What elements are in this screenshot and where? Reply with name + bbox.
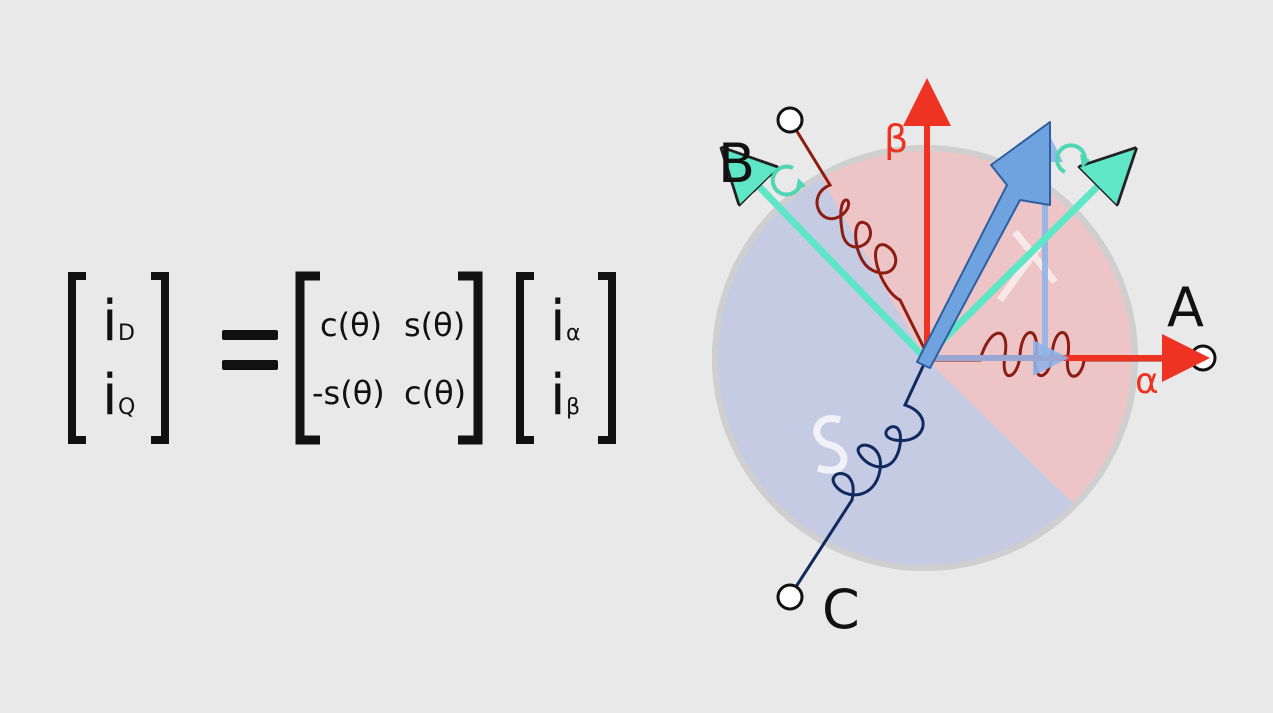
terminal-a [1189,344,1217,372]
rotation-matrix: c(θ) s(θ) -s(θ) c(θ) [295,271,483,445]
rhs-i-beta: i [550,363,566,428]
rotation-icon-d [1055,143,1090,174]
lhs-sub-q: Q [118,395,135,420]
faint-s-glyph [813,415,848,474]
matrix-right-bracket [458,271,483,445]
lhs-i-d: i [102,289,118,354]
lhs-i-q: i [102,363,118,428]
rhs-sub-alpha: α [566,321,581,346]
rhs-left-bracket [516,272,534,444]
phase-label-b: B [718,132,755,195]
lhs-sub-d: D [118,321,135,346]
alpha-label: α [1135,361,1159,402]
beta-label: β [884,117,908,161]
q-axis [745,172,928,361]
lhs-vector: i D i Q [68,272,169,444]
rhs-i-alpha: i [550,289,566,354]
current-vector [916,121,1051,369]
terminal-c [776,583,804,611]
motor-diagram: A B C α β [712,78,1217,641]
phase-label-a: A [1167,276,1204,339]
matrix-left-bracket [295,271,320,445]
rhs-vector: i α i β [516,272,616,444]
phase-label-c: C [822,578,860,641]
right-bracket [151,272,169,444]
coil-c [788,361,927,597]
matrix-cell-21: -s(θ) [312,374,385,412]
matrix-cell-12: s(θ) [404,306,465,344]
rotation-icon-q [770,164,806,197]
terminal-b [776,106,804,134]
equals-sign [222,330,278,370]
matrix-cell-11: c(θ) [320,306,382,344]
red-sector [820,147,1136,505]
d-axis [922,172,1112,361]
coil-b [788,119,927,351]
rhs-sub-beta: β [566,395,580,420]
equation: i D i Q c(θ) s(θ) -s(θ) c(θ) i α i β [68,271,616,445]
left-bracket [68,272,86,444]
rhs-right-bracket [598,272,616,444]
matrix-cell-22: c(θ) [404,374,466,412]
